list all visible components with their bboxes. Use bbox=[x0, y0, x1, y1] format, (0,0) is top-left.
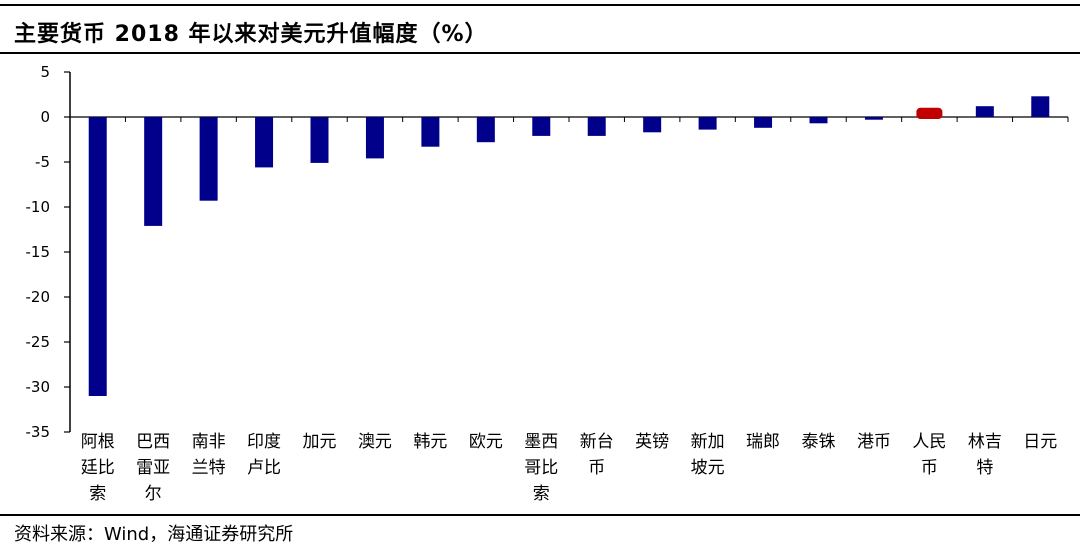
category-label: 币 bbox=[588, 458, 605, 478]
category-label: 兰特 bbox=[192, 458, 226, 478]
bar bbox=[199, 117, 218, 201]
category-label: 币 bbox=[921, 458, 938, 478]
category-label: 新台 bbox=[580, 432, 614, 452]
y-tick-label: -25 bbox=[26, 333, 51, 351]
category-label: 港币 bbox=[857, 432, 891, 452]
y-tick-label: 0 bbox=[40, 108, 50, 126]
category-label: 巴西 bbox=[136, 432, 170, 452]
category-label: 韩元 bbox=[413, 432, 447, 452]
y-tick-label: -20 bbox=[26, 288, 51, 306]
category-label: 廷比 bbox=[81, 458, 115, 478]
category-label: 墨西 bbox=[524, 432, 558, 452]
y-tick-label: -15 bbox=[26, 243, 51, 261]
bar-highlighted bbox=[916, 107, 943, 119]
y-tick-label: -35 bbox=[26, 423, 51, 441]
source-divider bbox=[0, 514, 1080, 516]
category-label: 雷亚 bbox=[136, 458, 170, 478]
title-bar: 主要货币 2018 年以来对美元升值幅度（%） bbox=[0, 4, 1080, 54]
category-label: 新加 bbox=[691, 432, 725, 452]
category-label: 人民 bbox=[912, 432, 946, 452]
page-title: 主要货币 2018 年以来对美元升值幅度（%） bbox=[14, 22, 488, 47]
category-label: 哥比 bbox=[524, 458, 558, 478]
bar bbox=[310, 117, 329, 163]
category-label: 卢比 bbox=[247, 458, 281, 478]
category-label: 特 bbox=[976, 458, 993, 478]
category-label: 日元 bbox=[1023, 432, 1057, 452]
category-label: 索 bbox=[89, 484, 106, 504]
category-label: 索 bbox=[533, 484, 550, 504]
y-tick-label: -5 bbox=[35, 153, 50, 171]
category-label: 林吉 bbox=[968, 432, 1002, 452]
category-label: 加元 bbox=[303, 432, 337, 452]
y-tick-label: -10 bbox=[26, 198, 51, 216]
bar bbox=[587, 117, 606, 136]
bar bbox=[754, 117, 773, 128]
category-label: 印度 bbox=[247, 432, 281, 452]
category-label: 南非 bbox=[192, 432, 226, 452]
bar bbox=[476, 117, 495, 143]
bar bbox=[255, 117, 274, 168]
category-label: 欧元 bbox=[469, 432, 503, 452]
bar bbox=[1031, 96, 1050, 117]
bar bbox=[698, 117, 717, 130]
source-note: 资料来源：Wind，海通证券研究所 bbox=[14, 524, 294, 545]
bar bbox=[88, 117, 107, 396]
bar bbox=[809, 117, 828, 124]
y-tick-label: -30 bbox=[26, 378, 51, 396]
category-label: 瑞郎 bbox=[746, 432, 780, 452]
category-label: 尔 bbox=[145, 484, 162, 504]
y-tick-label: 5 bbox=[40, 63, 50, 81]
category-label: 坡元 bbox=[691, 458, 725, 478]
bar bbox=[643, 117, 662, 133]
bar bbox=[864, 117, 883, 120]
category-label: 泰铢 bbox=[802, 432, 836, 452]
category-label: 阿根 bbox=[81, 432, 115, 452]
bar bbox=[532, 117, 551, 136]
category-label: 英镑 bbox=[635, 432, 669, 452]
bar bbox=[365, 117, 384, 159]
bar bbox=[144, 117, 163, 226]
bar bbox=[421, 117, 440, 147]
bar bbox=[975, 106, 994, 117]
category-label: 澳元 bbox=[358, 432, 392, 452]
